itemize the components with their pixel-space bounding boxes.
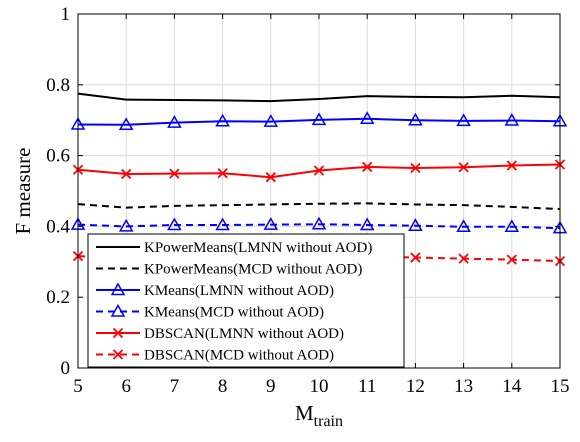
legend-marker [112, 349, 124, 360]
data-point-stroke [265, 172, 276, 183]
series-1 [77, 92, 561, 103]
legend-label: KPowerMeans(MCD without AOD) [144, 262, 362, 278]
data-point [408, 112, 423, 126]
data-point-stroke [506, 254, 517, 265]
y-tick-label: 0.2 [46, 287, 70, 308]
data-point [311, 112, 327, 126]
series-2 [77, 202, 561, 211]
data-point-stroke [169, 168, 180, 179]
data-point [217, 168, 228, 179]
data-point [359, 217, 375, 231]
legend-box [87, 233, 405, 368]
y-tick-label: 0.6 [46, 146, 70, 167]
series-line [77, 223, 561, 230]
legend-label: KMeans(MCD without AOD) [144, 305, 324, 321]
y-axis-label: F measure [11, 148, 35, 235]
data-point-stroke [410, 252, 421, 263]
data-point [506, 254, 517, 265]
data-point [504, 113, 520, 126]
data-point [169, 168, 180, 179]
data-point [167, 115, 182, 128]
data-point [121, 168, 132, 180]
legend-marker [110, 282, 126, 296]
data-point-stroke [362, 161, 373, 173]
axis-ticks: 5 6 7 8 9 10 11 12 13 14 15 0 0.2 0.4 0.6 0.8 1 [46, 4, 569, 397]
data-point [456, 219, 471, 233]
data-point [311, 216, 327, 230]
x-axis-label-subscript: train [314, 413, 343, 430]
legend-label: DBSCAN(LMNN without AOD) [144, 326, 344, 342]
data-point [359, 111, 375, 125]
y-tick-label: 0.8 [46, 75, 70, 96]
legend-item: KMeans(MCD without AOD) [96, 303, 324, 321]
x-tick-label: 11 [358, 376, 376, 397]
y-tick-label: 0 [61, 358, 71, 379]
legend-item: DBSCAN(LMNN without AOD) [96, 326, 344, 342]
legend-label: KPowerMeans(LMNN without AOD) [144, 240, 372, 256]
legend: KPowerMeans(LMNN without AOD) KPowerMeans… [87, 233, 405, 368]
data-point-stroke [458, 162, 469, 173]
series-line [77, 92, 561, 103]
legend-item: KPowerMeans(LMNN without AOD) [96, 240, 372, 256]
x-axis-label-main: M [295, 401, 314, 425]
data-point-stroke [313, 165, 325, 176]
series-4 [70, 216, 568, 234]
data-point [265, 172, 276, 183]
data-point [118, 218, 134, 232]
data-point [408, 218, 423, 231]
y-tick-label: 1 [61, 4, 71, 25]
x-tick-label: 10 [310, 376, 329, 397]
legend-item: KPowerMeans(MCD without AOD) [96, 262, 362, 278]
x-tick-label: 7 [170, 376, 180, 397]
data-point [215, 113, 230, 127]
x-tick-label: 15 [551, 376, 570, 397]
x-tick-label: 13 [454, 376, 473, 397]
data-point [458, 162, 469, 173]
data-point [167, 217, 182, 231]
legend-marker-stroke [112, 327, 124, 339]
legend-label: KMeans(LMNN without AOD) [144, 283, 334, 299]
x-tick-label: 9 [266, 376, 276, 397]
legend-marker [110, 303, 126, 317]
legend-item: KMeans(LMNN without AOD) [96, 282, 334, 299]
data-point [410, 162, 421, 174]
x-tick-label: 12 [406, 376, 425, 397]
x-tick-label: 5 [73, 376, 83, 397]
x-tick-label: 14 [502, 376, 522, 397]
data-point-stroke [121, 168, 132, 180]
data-point [118, 117, 134, 131]
data-point [313, 165, 325, 176]
legend-marker [112, 327, 124, 339]
x-tick-label: 8 [218, 376, 228, 397]
data-point [362, 161, 373, 173]
x-tick-label: 6 [121, 376, 131, 397]
data-point-stroke [458, 253, 469, 264]
data-point [263, 114, 279, 127]
data-point-stroke [217, 168, 228, 179]
data-point [263, 217, 279, 230]
data-point [504, 219, 520, 233]
data-point-stroke [410, 162, 421, 174]
data-point [410, 252, 421, 263]
data-point [458, 253, 469, 264]
data-point [215, 217, 230, 231]
data-point [456, 113, 471, 127]
y-tick-label: 0.4 [46, 216, 70, 237]
data-point-stroke [506, 160, 517, 171]
data-point [506, 160, 517, 171]
x-axis-label: Mtrain [295, 401, 343, 430]
series-line [77, 117, 561, 126]
legend-marker-stroke [112, 349, 124, 360]
legend-item: DBSCAN(MCD without AOD) [96, 348, 334, 364]
series-line [77, 202, 561, 211]
legend-label: DBSCAN(MCD without AOD) [144, 348, 334, 364]
